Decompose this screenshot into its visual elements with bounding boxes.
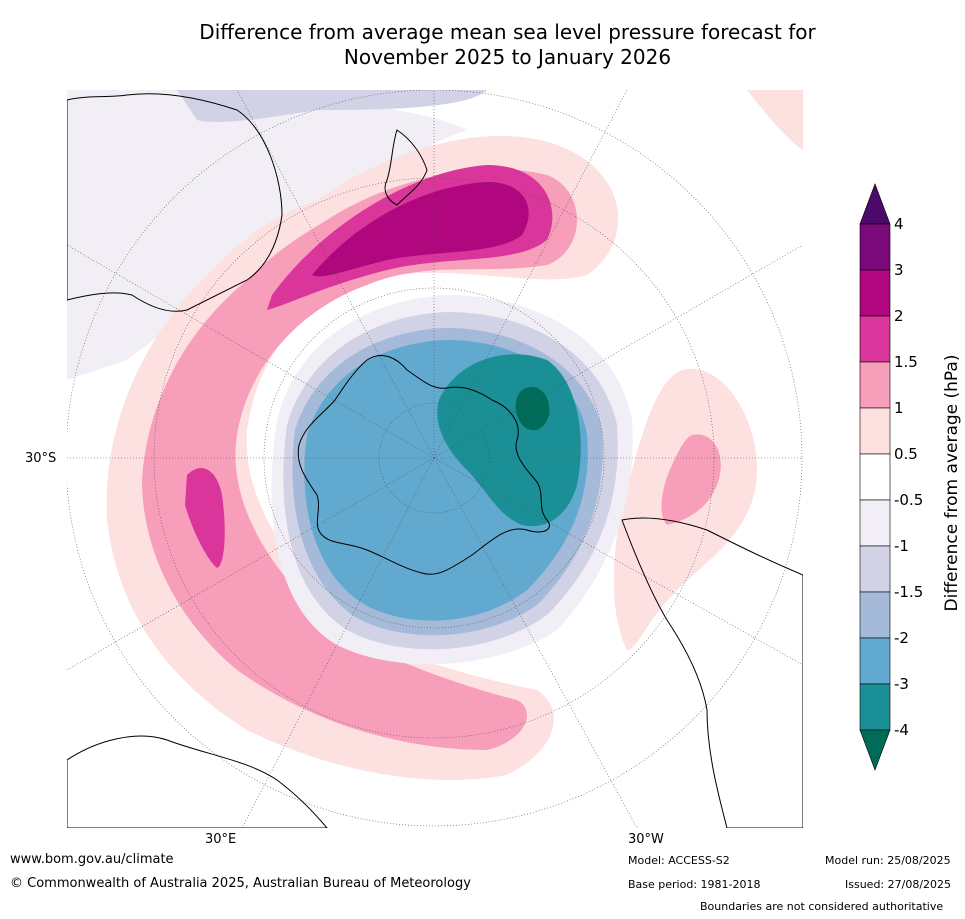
label-30w: 30°W [628, 832, 664, 847]
colorbar-tick-label: 0.5 [894, 445, 918, 463]
colorbar-tick-label: -4 [894, 721, 909, 739]
colorbar-tick-label: -0.5 [894, 491, 923, 509]
footer-disclaimer: Boundaries are not considered authoritat… [700, 900, 944, 913]
map-svg [67, 90, 803, 828]
map-panel [67, 90, 803, 828]
colorbar-extend-max [859, 183, 891, 225]
anomaly-region-pos-strong-sw [185, 467, 225, 568]
coastline-australia [67, 93, 283, 312]
colorbar-tick-label: 3 [894, 261, 904, 279]
colorbar-tick-label: 1 [894, 399, 904, 417]
colorbar-segment [859, 223, 891, 271]
colorbar-tick-label: -3 [894, 675, 909, 693]
footer-model-run: Model run: 25/08/2025 [825, 854, 951, 867]
coastline-antarctica [297, 355, 550, 575]
colorbar-tick-label: -1.5 [894, 583, 923, 601]
title-line-1: Difference from average mean sea level p… [199, 20, 816, 44]
label-30e: 30°E [205, 832, 237, 847]
colorbar-tick-label: -2 [894, 629, 909, 647]
colorbar-tick-label: -1 [894, 537, 909, 555]
colorbar-segment [859, 545, 891, 593]
colorbar-title: Difference from average (hPa) [942, 354, 962, 612]
colorbar-segment [859, 499, 891, 547]
footer-website: www.bom.gov.au/climate [10, 852, 174, 867]
label-30s: 30°S [25, 451, 57, 466]
anomaly-region-pos-moderate-east [661, 434, 721, 525]
coastlines [67, 93, 803, 828]
colorbar-tick-label: 2 [894, 307, 904, 325]
footer-copyright: © Commonwealth of Australia 2025, Austra… [10, 876, 471, 891]
colorbar: 4 3 2 1.5 1 0.5 -0.5 -1 -1.5 -2 -3 -4 [859, 183, 923, 771]
coastline-south-america [621, 517, 803, 828]
graticule [67, 90, 803, 828]
footer-model: Model: ACCESS-S2 [628, 854, 730, 867]
anomaly-region-pos-weak-ne [747, 90, 803, 150]
anomaly-region-pos-moderate-ring [142, 169, 577, 750]
footer-base-period: Base period: 1981-2018 [628, 878, 761, 891]
colorbar-segment [859, 315, 891, 363]
colorbar-segment [859, 637, 891, 685]
colorbar-segment [859, 591, 891, 639]
colorbar-segment [859, 453, 891, 501]
colorbar-tick-label: 1.5 [894, 353, 918, 371]
anomaly-region-pos-very-strong [312, 182, 529, 277]
footer-issued: Issued: 27/08/2025 [845, 878, 952, 891]
colorbar-segment [859, 269, 891, 317]
coastline-africa [67, 735, 328, 828]
colorbar-tick-label: 4 [894, 215, 904, 233]
anomaly-region-neg-moderate-top [177, 90, 487, 122]
chart-title: Difference from average mean sea level p… [120, 20, 895, 70]
colorbar-extend-min [859, 729, 891, 771]
colorbar-segment [859, 361, 891, 409]
title-line-2: November 2025 to January 2026 [343, 45, 672, 69]
colorbar-segment [859, 407, 891, 455]
anomaly-region-neg-very-strong [515, 386, 550, 431]
coastline-new-zealand [384, 129, 428, 206]
colorbar-segment [859, 683, 891, 731]
